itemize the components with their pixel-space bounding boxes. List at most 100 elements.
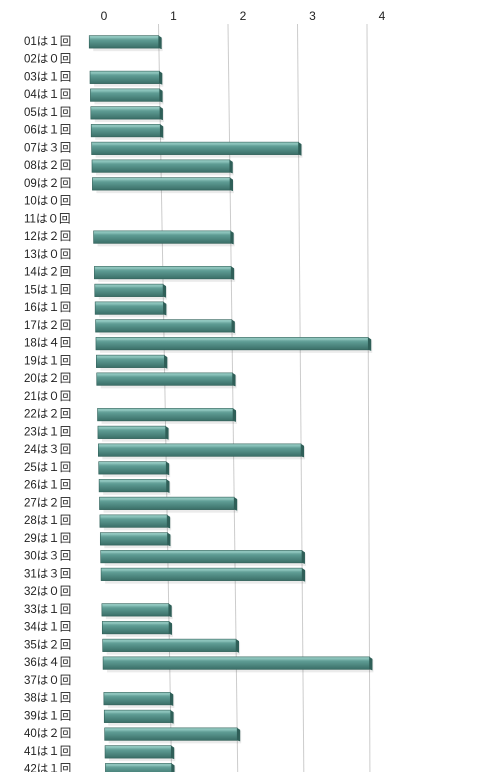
category-label: 20は２回 <box>24 372 71 385</box>
bar-body <box>99 514 168 528</box>
category-label: 35は２回 <box>24 638 71 651</box>
category-label: 32は０回 <box>24 585 71 598</box>
bar <box>90 124 165 140</box>
bar-end-cap <box>229 159 233 174</box>
bar <box>89 70 164 87</box>
bar <box>99 532 172 549</box>
bar-end-cap <box>369 656 373 671</box>
bars <box>88 35 374 772</box>
bar-end-cap <box>231 319 235 334</box>
bar-body <box>92 177 231 191</box>
bar-body <box>96 372 233 386</box>
bar-body <box>97 408 234 422</box>
category-label: 01は１回 <box>24 35 71 48</box>
category-label: 04は１回 <box>24 88 71 101</box>
x-tick-label: 2 <box>240 9 247 23</box>
bar <box>96 372 237 389</box>
category-label: 10は０回 <box>24 195 71 208</box>
bar <box>102 656 374 673</box>
bar-body <box>103 709 171 723</box>
bar <box>100 550 306 566</box>
bar-end-cap <box>233 408 237 422</box>
category-label: 33は１回 <box>24 603 71 616</box>
category-label: 12は２回 <box>24 230 71 243</box>
bar-end-cap <box>232 372 236 387</box>
bar <box>96 354 169 371</box>
bar <box>98 443 306 460</box>
bar <box>101 603 173 620</box>
bar-body <box>105 763 172 772</box>
bar <box>91 159 234 176</box>
bar-end-cap <box>229 177 233 192</box>
category-label: 27は２回 <box>24 496 71 509</box>
bar-end-cap <box>164 355 168 369</box>
bar <box>103 692 175 708</box>
category-label: 25は１回 <box>24 461 71 474</box>
category-label: 30は３回 <box>24 550 71 563</box>
category-label: 37は０回 <box>24 674 71 687</box>
category-label: 24は３回 <box>24 443 71 456</box>
category-label: 29は１回 <box>24 532 71 545</box>
bar <box>99 514 172 531</box>
bar <box>95 319 236 336</box>
category-label: 40は２回 <box>24 727 71 740</box>
bar-end-cap <box>234 497 238 511</box>
bar-end-cap <box>301 443 305 458</box>
bar-end-cap <box>159 106 163 121</box>
x-axis-ticks: 0 1 2 3 4 <box>101 9 386 23</box>
category-label: 03は１回 <box>24 70 71 83</box>
bar-end-cap <box>298 142 302 156</box>
category-label: 07は３回 <box>24 141 71 154</box>
bar <box>99 496 239 513</box>
category-label: 38は１回 <box>24 692 71 705</box>
bar <box>92 177 234 194</box>
category-label: 08は２回 <box>24 159 71 172</box>
bar <box>90 106 164 123</box>
bar <box>94 301 168 318</box>
category-label: 13は０回 <box>24 248 71 261</box>
category-label: 16は１回 <box>24 301 71 314</box>
bar <box>93 230 235 247</box>
category-label: 26は１回 <box>24 479 71 492</box>
bar-end-cap <box>159 71 163 85</box>
bar <box>94 283 168 300</box>
bar <box>101 621 174 637</box>
bar <box>98 479 171 495</box>
bar-end-cap <box>159 88 163 103</box>
bar <box>103 709 175 726</box>
category-label: 21は０回 <box>24 390 71 403</box>
bar <box>98 461 171 478</box>
bar <box>91 141 303 158</box>
bar-end-cap <box>158 35 162 50</box>
bar <box>88 35 163 52</box>
category-label: 42は１回 <box>24 763 71 772</box>
bar-end-cap <box>171 763 175 772</box>
bar <box>97 425 170 442</box>
bar-end-cap <box>166 479 170 493</box>
bar-end-cap <box>160 124 164 138</box>
category-label: 05は１回 <box>24 106 71 119</box>
bar-end-cap <box>165 426 169 440</box>
category-label: 31は３回 <box>24 567 71 580</box>
category-label: 17は２回 <box>24 319 71 332</box>
bar <box>104 727 242 744</box>
bar-end-cap <box>167 532 171 547</box>
category-label: 14は２回 <box>24 266 71 279</box>
x-tick-label: 0 <box>101 9 108 23</box>
bar <box>102 638 241 655</box>
bar <box>105 763 176 772</box>
x-tick-label: 3 <box>309 9 316 23</box>
bar-end-cap <box>301 550 305 564</box>
category-label: 09は２回 <box>24 177 71 190</box>
category-label: 19は１回 <box>24 354 71 367</box>
bar-end-cap <box>163 284 167 298</box>
x-tick-label: 1 <box>170 9 177 23</box>
bar <box>104 745 176 762</box>
bar-end-cap <box>168 603 172 618</box>
bar <box>97 408 238 424</box>
bar-body <box>90 88 160 102</box>
category-label: 06は１回 <box>24 124 71 137</box>
bar-end-cap <box>230 230 234 245</box>
x-tick-label: 4 <box>379 9 386 23</box>
bar <box>100 567 307 584</box>
